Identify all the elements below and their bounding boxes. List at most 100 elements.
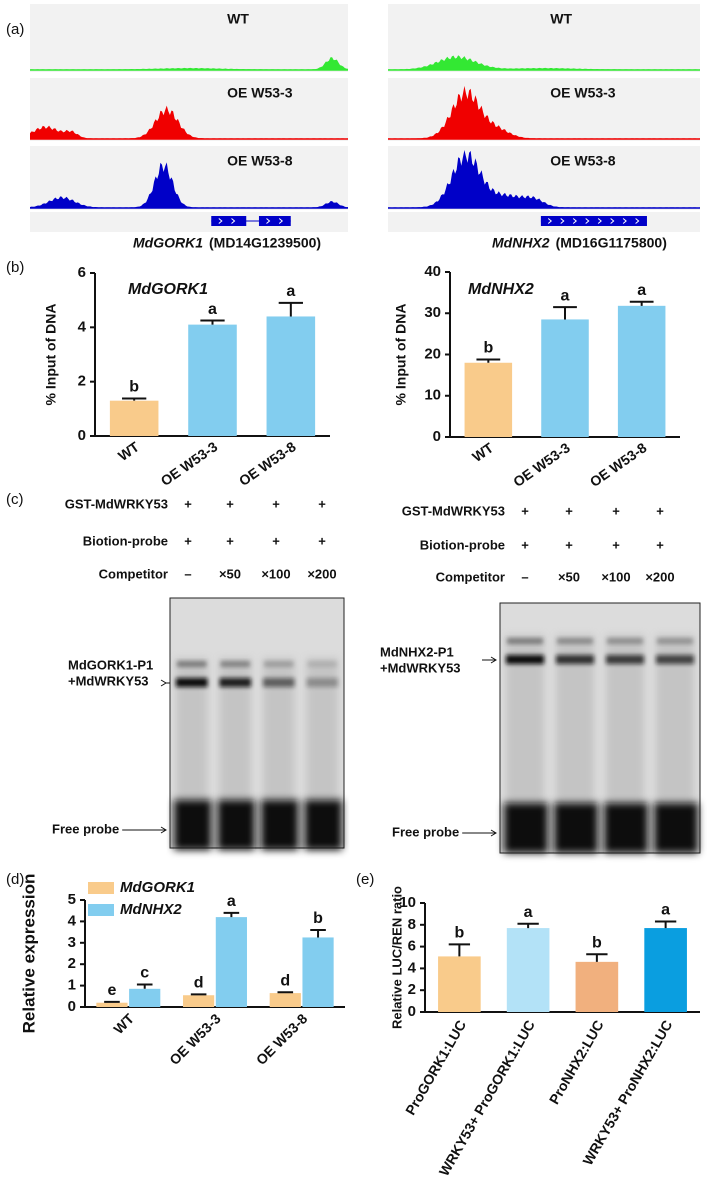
gene-name: MdNHX2: [492, 235, 550, 251]
gene-arrow: [278, 218, 284, 224]
error-bar: [476, 358, 501, 363]
x-tick-label: OE W53-8: [253, 1010, 311, 1068]
significance-letter: a: [208, 301, 217, 318]
y-axis-label: % Input of DNA: [43, 304, 59, 406]
significance-letter: a: [286, 283, 295, 300]
track-label: WT: [227, 11, 249, 27]
significance-letter: b: [483, 340, 493, 357]
significance-letter: d: [194, 975, 204, 992]
track-background: [388, 78, 700, 141]
gene-id: (MD14G1239500): [209, 235, 321, 251]
bar: [183, 995, 215, 1007]
gene-arrow: [622, 218, 627, 224]
bar: [109, 400, 159, 436]
error-bar: [586, 953, 608, 962]
bar: [266, 316, 316, 436]
gel-free-probe: [654, 803, 698, 853]
significance-letter: b: [454, 925, 464, 942]
bar: [644, 928, 687, 1012]
error-bar: [190, 993, 207, 996]
error-bar: [448, 943, 471, 957]
error-bar: [654, 920, 677, 929]
emsa-row-label: Competitor: [99, 566, 168, 581]
gel-free-probe: [261, 800, 299, 850]
y-tick-label: 3: [68, 934, 76, 951]
emsa-mark: +: [521, 503, 529, 518]
gel-upper-band: [607, 638, 643, 644]
legend-swatch: [88, 882, 114, 894]
significance-letter: a: [561, 287, 570, 304]
emsa-mark: ×50: [219, 566, 241, 581]
error-bar: [553, 306, 577, 320]
x-tick-label: ProGORK1:LUC: [402, 1017, 469, 1117]
gel-complex-band: [606, 655, 644, 664]
y-tick-label: 1: [68, 977, 76, 994]
panel-label: (b): [6, 259, 24, 276]
track-background: [30, 4, 348, 72]
y-axis-label: Relative LUC/REN ratio: [389, 886, 404, 1029]
y-tick-label: 8: [408, 916, 416, 933]
emsa-mark: +: [565, 537, 573, 552]
emsa-row-label: GST-MdWRKY53: [402, 503, 505, 518]
emsa-mark: +: [226, 533, 234, 548]
gel-free-probe: [174, 800, 212, 850]
gene-arrow: [266, 218, 271, 224]
gene-arrow: [218, 218, 223, 224]
bar: [188, 324, 237, 436]
chart-title: MdGORK1: [128, 281, 208, 298]
gel-complex-band: [176, 678, 208, 687]
error-bar: [223, 911, 240, 918]
complex-label: +MdWRKY53: [68, 673, 149, 688]
bar: [215, 917, 247, 1007]
arrow: [482, 656, 497, 664]
panel-label: (d): [6, 871, 24, 888]
legend-label: MdGORK1: [120, 879, 195, 896]
emsa-mark: –: [521, 569, 528, 584]
emsa-mark: +: [272, 496, 280, 511]
gel-upper-band: [264, 661, 294, 667]
arrow: [160, 679, 170, 687]
emsa-mark: +: [184, 533, 192, 548]
track-background: [30, 78, 348, 141]
bar: [129, 988, 161, 1007]
x-tick-label: WT: [115, 438, 142, 464]
significance-letter: d: [280, 972, 290, 989]
gene-exon: [540, 216, 647, 226]
gel-free-probe: [217, 800, 255, 850]
track-label: OE W53-3: [227, 85, 293, 101]
error-bar: [104, 1000, 120, 1003]
significance-letter: a: [637, 282, 646, 299]
track-label: OE W53-8: [227, 153, 293, 169]
gel-free-probe: [504, 803, 548, 853]
error-bar: [277, 991, 294, 994]
y-tick-label: 10: [424, 387, 441, 404]
legend-label: MdNHX2: [120, 901, 182, 918]
emsa-mark: +: [565, 503, 573, 518]
y-axis-label: % Input of DNA: [393, 304, 409, 406]
emsa-mark: –: [184, 566, 191, 581]
gel-upper-band: [307, 661, 337, 667]
bar: [438, 956, 481, 1012]
legend-swatch: [88, 904, 114, 916]
gene-arrow: [547, 218, 553, 224]
track-background: [388, 146, 700, 210]
emsa-mark: ×100: [261, 566, 290, 581]
gene-id: (MD16G1175800): [556, 235, 667, 251]
gene-arrow: [572, 218, 577, 224]
gel-upper-band: [557, 638, 593, 644]
complex-label: MdNHX2-P1: [380, 644, 454, 659]
emsa-mark: ×200: [645, 569, 674, 584]
complex-label: MdGORK1-P1: [68, 657, 153, 672]
emsa-row-label: Biotion-probe: [83, 533, 168, 548]
gene-arrow: [585, 218, 590, 224]
y-tick-label: 2: [68, 955, 76, 972]
gene-arrow: [635, 218, 640, 224]
track-signal: [388, 55, 700, 70]
emsa-mark: +: [226, 496, 234, 511]
y-tick-label: 40: [424, 263, 441, 280]
y-tick-label: 4: [68, 912, 77, 929]
bar: [269, 993, 301, 1007]
emsa-mark: ×100: [601, 569, 630, 584]
emsa-mark: ×50: [558, 569, 580, 584]
